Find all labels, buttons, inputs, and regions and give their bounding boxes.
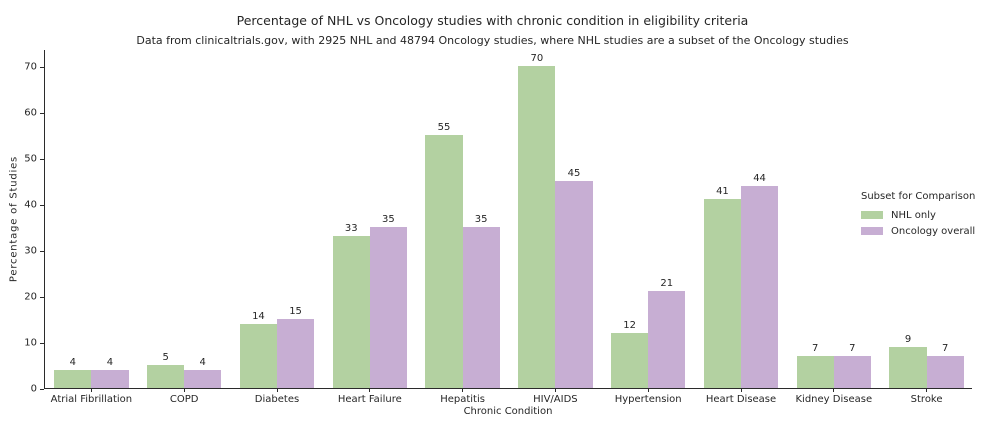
bar-oncology-overall bbox=[741, 185, 779, 388]
bar-value-label: 7 bbox=[849, 342, 856, 354]
bar-nhl-only bbox=[54, 369, 92, 388]
y-tick-mark bbox=[40, 158, 44, 160]
bar-nhl-only bbox=[518, 66, 556, 388]
plot-area: 0 10 20 30 40 50 60 70 Atrial Fibrillation 4 4 COPD… bbox=[24, 50, 972, 405]
legend: Subset for Comparison NHL only Oncology o… bbox=[861, 191, 975, 239]
y-tick-mark bbox=[40, 342, 44, 344]
legend-item-label: Oncology overall bbox=[891, 225, 976, 237]
bar-nhl-only bbox=[889, 346, 927, 388]
legend-item: NHL only bbox=[861, 207, 975, 223]
bar-value-label: 70 bbox=[530, 53, 544, 65]
x-tick-mark bbox=[276, 388, 278, 392]
x-tick-label: Diabetes bbox=[254, 394, 300, 405]
bar-oncology-overall bbox=[184, 369, 222, 388]
x-tick-mark bbox=[554, 388, 557, 392]
y-tick-label: 60 bbox=[24, 107, 37, 119]
y-tick-label: 10 bbox=[24, 337, 37, 349]
y-tick-label: 20 bbox=[24, 291, 37, 303]
x-tick-mark bbox=[183, 388, 185, 392]
bar-value-label: 12 bbox=[623, 319, 636, 331]
bar-value-label: 14 bbox=[252, 310, 265, 322]
bar-oncology-overall bbox=[555, 181, 593, 388]
legend-item-label: NHL only bbox=[891, 209, 936, 221]
y-axis-label: Percentage of Studies bbox=[8, 155, 20, 283]
x-tick-mark bbox=[740, 388, 742, 392]
y-tick-mark bbox=[40, 296, 44, 298]
x-tick-label: COPD bbox=[169, 394, 199, 405]
legend-items: NHL only Oncology overall bbox=[861, 207, 975, 239]
bar-oncology-overall bbox=[648, 291, 686, 388]
x-tick-label: HIV/AIDS bbox=[533, 394, 578, 405]
bar-value-label: 45 bbox=[567, 168, 581, 179]
x-tick-mark bbox=[833, 388, 835, 392]
x-tick-label: Stroke bbox=[910, 394, 943, 405]
bar-value-label: 4 bbox=[106, 356, 114, 368]
bar-nhl-only bbox=[332, 236, 370, 388]
chart-title: Percentage of NHL vs Oncology studies wi… bbox=[236, 13, 749, 28]
bar-value-label: 41 bbox=[716, 186, 729, 198]
x-tick-label: Atrial Fibrillation bbox=[50, 394, 133, 405]
y-tick-mark bbox=[40, 388, 44, 390]
y-tick-mark bbox=[40, 250, 44, 252]
x-tick-mark bbox=[926, 388, 928, 392]
bar-value-label: 9 bbox=[904, 333, 912, 345]
bar-nhl-only bbox=[425, 135, 463, 388]
bar-value-label: 35 bbox=[474, 214, 488, 225]
y-tick-label: 50 bbox=[24, 153, 37, 165]
bar-oncology-overall bbox=[833, 355, 871, 388]
y-tick-mark bbox=[40, 112, 44, 114]
bar-value-label: 5 bbox=[162, 352, 169, 363]
y-tick-label: 30 bbox=[24, 245, 37, 257]
y-tick-mark bbox=[40, 66, 44, 68]
bar-value-label: 7 bbox=[941, 342, 949, 354]
bar-nhl-only bbox=[239, 323, 277, 388]
bar-value-label: 44 bbox=[753, 172, 766, 184]
bar-nhl-only bbox=[147, 365, 185, 388]
bar-oncology-overall bbox=[926, 355, 964, 388]
bar-value-label: 55 bbox=[437, 122, 451, 133]
legend-swatch bbox=[861, 227, 883, 235]
bar-nhl-only bbox=[796, 355, 834, 388]
x-tick-mark bbox=[462, 388, 464, 392]
bar-nhl-only bbox=[611, 332, 649, 388]
bar-value-label: 15 bbox=[289, 306, 302, 317]
x-tick-mark bbox=[90, 388, 93, 392]
x-tick-mark bbox=[369, 388, 371, 392]
y-tick-label: 70 bbox=[24, 61, 37, 73]
legend-item: Oncology overall bbox=[861, 223, 975, 239]
chart-subtitle: Data from clinicaltrials.gov, with 2925 … bbox=[136, 34, 849, 47]
bar-oncology-overall bbox=[462, 227, 500, 388]
y-tick-label: 40 bbox=[24, 199, 37, 211]
bar-nhl-only bbox=[703, 199, 741, 388]
bar-value-label: 35 bbox=[381, 214, 395, 225]
legend-swatch bbox=[861, 211, 883, 219]
x-tick-label: Hypertension bbox=[614, 394, 682, 405]
bar-value-label: 7 bbox=[812, 342, 819, 354]
x-tick-label: Heart Disease bbox=[705, 394, 777, 405]
bar-value-label: 33 bbox=[344, 223, 358, 235]
bar-oncology-overall bbox=[277, 319, 315, 388]
x-tick-label: Heart Failure bbox=[337, 394, 402, 405]
x-axis-label: Chronic Condition bbox=[463, 406, 553, 417]
x-tick-label: Kidney Disease bbox=[795, 394, 873, 405]
bar-value-label: 4 bbox=[69, 356, 76, 368]
bar-value-label: 21 bbox=[660, 278, 674, 290]
bar-oncology-overall bbox=[91, 369, 129, 388]
y-tick-mark bbox=[40, 204, 44, 206]
x-tick-mark bbox=[647, 388, 649, 392]
bar-oncology-overall bbox=[369, 227, 407, 388]
y-tick-label: 0 bbox=[30, 383, 37, 395]
x-tick-label: Hepatitis bbox=[440, 394, 485, 405]
legend-title: Subset for Comparison bbox=[861, 191, 976, 202]
bar-value-label: 4 bbox=[199, 356, 206, 368]
